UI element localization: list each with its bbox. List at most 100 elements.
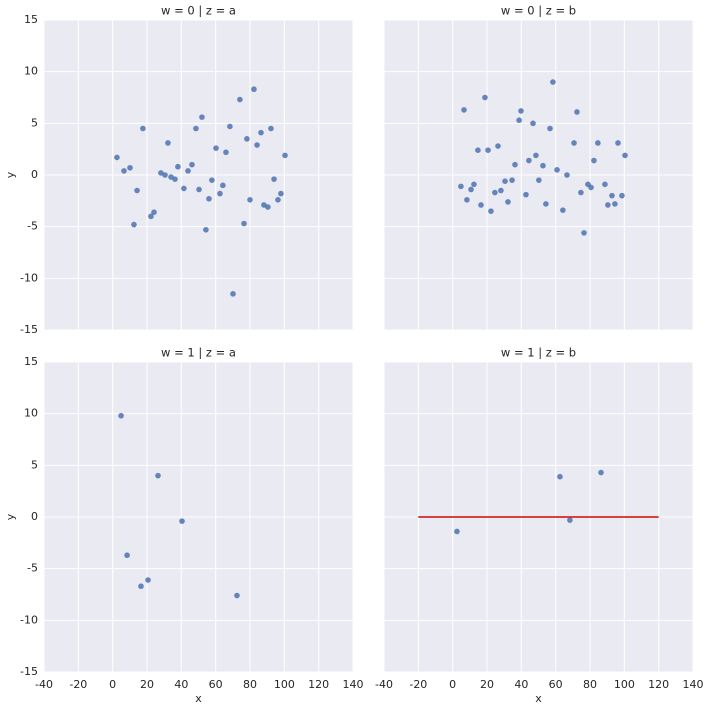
point <box>482 94 488 101</box>
point <box>485 147 491 153</box>
point <box>199 114 205 120</box>
x-tick-label: 120 <box>308 678 329 691</box>
point <box>148 213 154 220</box>
point <box>615 140 621 146</box>
point <box>530 120 536 127</box>
point <box>605 202 611 208</box>
point <box>574 109 580 115</box>
point <box>523 191 529 198</box>
point <box>478 202 484 208</box>
point <box>492 189 498 196</box>
point <box>254 142 260 148</box>
point <box>251 86 257 93</box>
point <box>268 125 274 132</box>
point <box>571 140 577 146</box>
point <box>114 154 120 161</box>
point <box>265 204 271 210</box>
point <box>175 163 181 170</box>
point <box>131 221 137 228</box>
point <box>230 291 236 297</box>
y-tick-label: 15 <box>24 355 38 368</box>
facet-title: w = 0 | z = a <box>161 4 236 18</box>
point <box>488 208 494 214</box>
facet-title: w = 1 | z = b <box>501 346 576 360</box>
point <box>557 473 563 480</box>
point <box>223 149 229 156</box>
point <box>516 117 522 124</box>
facet: -40 -20 0 20 40 60 80 100 120 140 -15 -10 -5 0 5 10 15 w … <box>4 346 364 706</box>
point <box>540 162 546 169</box>
point <box>591 157 597 164</box>
point <box>241 220 247 227</box>
y-tick-label: 10 <box>24 407 38 420</box>
point <box>547 125 553 132</box>
point <box>471 181 477 188</box>
y-tick-label: 0 <box>31 510 38 523</box>
point <box>598 469 604 476</box>
x-tick-label: 120 <box>648 678 669 691</box>
point <box>127 164 133 171</box>
point <box>595 140 601 146</box>
point <box>609 192 615 199</box>
point <box>209 177 215 183</box>
point <box>271 176 277 182</box>
point <box>578 189 584 196</box>
x-axis-label: x <box>535 692 542 705</box>
y-tick-label: -10 <box>20 271 38 284</box>
x-tick-label: 40 <box>174 678 188 691</box>
facet: -40 -20 0 20 40 60 80 100 120 140 w = 1 | z = b x <box>375 346 703 706</box>
point <box>158 170 164 176</box>
x-tick-label: 20 <box>140 678 154 691</box>
point <box>165 140 171 146</box>
point <box>151 209 157 215</box>
x-tick-label: 0 <box>449 678 456 691</box>
facet: w = 0 | z = b <box>383 4 694 331</box>
point <box>468 186 474 193</box>
point <box>564 172 570 178</box>
point <box>567 517 573 523</box>
y-tick-label: -5 <box>27 562 38 575</box>
point <box>217 190 223 197</box>
point <box>602 181 608 188</box>
point <box>140 125 146 132</box>
x-tick-label: -20 <box>69 678 87 691</box>
point <box>155 472 161 479</box>
point <box>588 184 594 191</box>
point <box>518 108 524 114</box>
point <box>196 186 202 193</box>
point <box>193 125 199 132</box>
point <box>454 528 460 535</box>
y-tick-label: 10 <box>24 65 38 78</box>
point <box>282 152 288 159</box>
point <box>185 168 191 174</box>
y-tick-label: -15 <box>20 323 38 336</box>
point <box>179 518 185 524</box>
point <box>560 207 566 213</box>
point <box>172 176 178 182</box>
point <box>118 412 124 419</box>
point <box>533 152 539 159</box>
point <box>124 552 130 559</box>
facet-title: w = 0 | z = b <box>501 4 576 18</box>
y-tick-label: 5 <box>31 116 38 129</box>
x-tick-label: 40 <box>514 678 528 691</box>
point <box>145 577 151 583</box>
point <box>203 226 209 233</box>
y-tick-label: -15 <box>20 665 38 678</box>
x-tick-label: -40 <box>375 678 393 691</box>
point <box>162 172 168 178</box>
point <box>220 182 226 189</box>
point <box>234 592 240 599</box>
x-tick-label: 100 <box>614 678 635 691</box>
y-tick-label: 15 <box>24 13 38 26</box>
point <box>275 197 281 203</box>
x-tick-label: 60 <box>549 678 563 691</box>
facet-title: w = 1 | z = a <box>161 346 236 360</box>
x-tick-label: -20 <box>409 678 427 691</box>
point <box>138 583 144 590</box>
point <box>227 123 233 130</box>
point <box>509 177 515 183</box>
point <box>461 107 467 113</box>
point <box>526 157 532 164</box>
